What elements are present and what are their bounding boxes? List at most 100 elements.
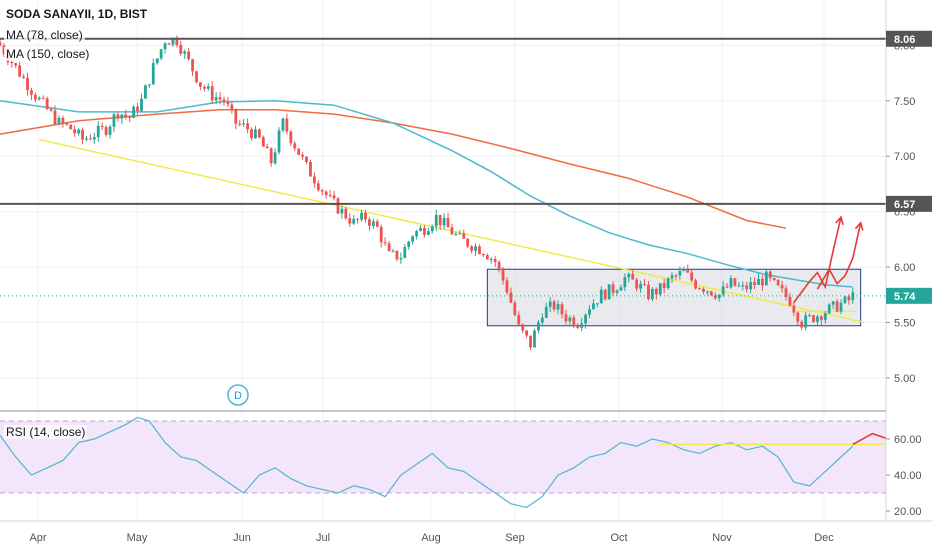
- candle-body[interactable]: [816, 316, 819, 322]
- candle-body[interactable]: [537, 322, 540, 331]
- candle-body[interactable]: [175, 38, 179, 46]
- candle-body[interactable]: [717, 294, 721, 299]
- candle-body[interactable]: [823, 313, 827, 320]
- candle-body[interactable]: [10, 62, 14, 64]
- candle-body[interactable]: [77, 129, 80, 134]
- candle-body[interactable]: [234, 109, 238, 124]
- candle-body[interactable]: [454, 233, 458, 235]
- candle-body[interactable]: [674, 275, 678, 277]
- candle-body[interactable]: [73, 129, 77, 134]
- candle-body[interactable]: [96, 125, 100, 138]
- candle-body[interactable]: [764, 271, 768, 286]
- candle-body[interactable]: [733, 278, 737, 286]
- candle-body[interactable]: [808, 315, 811, 317]
- candle-body[interactable]: [88, 138, 92, 140]
- candle-body[interactable]: [26, 77, 29, 91]
- candle-body[interactable]: [238, 123, 242, 125]
- candle-body[interactable]: [281, 118, 285, 131]
- candle-body[interactable]: [206, 86, 210, 89]
- candle-body[interactable]: [14, 63, 18, 66]
- candle-body[interactable]: [603, 289, 607, 300]
- candle-body[interactable]: [544, 306, 548, 318]
- candle-body[interactable]: [222, 99, 226, 102]
- candle-body[interactable]: [513, 302, 517, 316]
- candle-body[interactable]: [301, 154, 305, 157]
- candle-body[interactable]: [442, 217, 446, 226]
- candle-body[interactable]: [737, 285, 741, 287]
- candle-body[interactable]: [356, 218, 360, 220]
- candle-body[interactable]: [698, 288, 701, 290]
- candle-body[interactable]: [379, 226, 383, 243]
- candle-body[interactable]: [108, 126, 112, 135]
- candle-body[interactable]: [316, 183, 320, 191]
- candle-body[interactable]: [493, 258, 497, 263]
- candle-body[interactable]: [100, 125, 104, 128]
- candle-body[interactable]: [839, 302, 843, 312]
- candle-body[interactable]: [658, 283, 662, 295]
- candle-body[interactable]: [623, 277, 627, 288]
- candle-body[interactable]: [375, 221, 379, 227]
- candle-body[interactable]: [533, 330, 536, 348]
- candle-body[interactable]: [517, 315, 521, 325]
- candle-body[interactable]: [257, 129, 261, 138]
- candle-body[interactable]: [214, 97, 218, 101]
- candle-body[interactable]: [592, 303, 595, 310]
- candle-body[interactable]: [729, 278, 733, 288]
- candle-body[interactable]: [497, 262, 501, 269]
- candle-body[interactable]: [191, 59, 194, 72]
- candle-body[interactable]: [694, 280, 698, 289]
- candle-body[interactable]: [112, 114, 116, 127]
- candle-body[interactable]: [564, 314, 568, 322]
- candle-body[interactable]: [706, 291, 709, 293]
- candle-body[interactable]: [800, 321, 804, 328]
- candle-body[interactable]: [761, 279, 764, 286]
- candle-body[interactable]: [462, 233, 466, 239]
- candle-body[interactable]: [843, 296, 847, 303]
- candle-body[interactable]: [30, 90, 33, 95]
- candle-body[interactable]: [426, 231, 430, 235]
- price-axis[interactable]: 5.005.506.006.507.007.508.008.508.066.57…: [885, 0, 932, 550]
- candle-body[interactable]: [250, 129, 253, 139]
- candle-body[interactable]: [489, 258, 493, 260]
- candle-body[interactable]: [835, 301, 839, 312]
- candle-body[interactable]: [529, 335, 532, 348]
- candle-body[interactable]: [670, 275, 674, 279]
- candle-body[interactable]: [741, 285, 745, 287]
- candle-body[interactable]: [438, 214, 442, 226]
- candle-body[interactable]: [144, 85, 147, 99]
- candle-body[interactable]: [580, 323, 584, 328]
- candle-body[interactable]: [313, 176, 316, 184]
- candle-body[interactable]: [210, 86, 214, 101]
- candle-body[interactable]: [195, 71, 198, 83]
- candle-body[interactable]: [666, 278, 670, 288]
- candle-body[interactable]: [163, 43, 167, 50]
- candle-body[interactable]: [662, 283, 666, 288]
- candle-body[interactable]: [784, 288, 788, 297]
- candle-body[interactable]: [297, 148, 301, 155]
- candle-body[interactable]: [167, 43, 171, 45]
- candle-body[interactable]: [643, 283, 646, 285]
- candle-body[interactable]: [183, 51, 187, 54]
- candle-body[interactable]: [639, 283, 642, 289]
- candle-body[interactable]: [521, 324, 525, 331]
- candle-body[interactable]: [18, 65, 22, 77]
- candle-body[interactable]: [709, 291, 713, 296]
- candle-body[interactable]: [682, 270, 686, 272]
- candle-body[interactable]: [360, 212, 363, 220]
- candle-body[interactable]: [792, 305, 796, 313]
- candle-body[interactable]: [725, 286, 729, 288]
- candle-body[interactable]: [411, 236, 415, 242]
- candle-body[interactable]: [324, 191, 328, 196]
- candle-body[interactable]: [261, 137, 265, 147]
- candle-body[interactable]: [22, 76, 25, 78]
- candle-body[interactable]: [485, 255, 489, 260]
- dividend-marker-circle[interactable]: [227, 384, 249, 406]
- candle-body[interactable]: [171, 38, 175, 45]
- candle-body[interactable]: [686, 270, 690, 273]
- candle-body[interactable]: [812, 315, 815, 322]
- candle-body[interactable]: [525, 330, 529, 336]
- candle-body[interactable]: [501, 268, 505, 281]
- candle-body[interactable]: [147, 84, 151, 86]
- candle-body[interactable]: [804, 315, 808, 328]
- candle-body[interactable]: [49, 109, 53, 111]
